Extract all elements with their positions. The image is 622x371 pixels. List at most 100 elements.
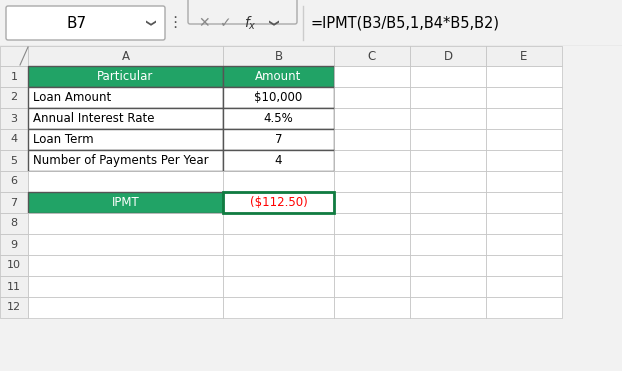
Bar [334,150,410,171]
Bar [334,255,410,276]
Bar [486,129,562,150]
Bar [486,46,562,66]
Text: D: D [443,49,453,62]
Bar [28,213,223,234]
Text: 11: 11 [7,282,21,292]
Bar [410,297,486,318]
Bar [410,213,486,234]
Text: Loan Term: Loan Term [33,133,94,146]
Text: IPMT: IPMT [111,196,139,209]
Text: B7: B7 [67,16,87,30]
Bar [0,297,28,318]
Bar [223,192,334,213]
Bar [0,66,28,87]
Text: Loan Amount: Loan Amount [33,91,111,104]
Text: Particular: Particular [97,70,154,83]
Text: 2: 2 [11,92,17,102]
Bar [334,66,410,87]
Text: 4.5%: 4.5% [264,112,294,125]
Text: 5: 5 [11,155,17,165]
Bar [28,297,223,318]
Bar [486,255,562,276]
Bar [223,150,334,171]
Bar [223,192,334,213]
Bar [28,87,223,108]
Bar [0,255,28,276]
Text: Number of Payments Per Year: Number of Payments Per Year [33,154,208,167]
Bar [223,255,334,276]
Bar [486,66,562,87]
Bar [0,192,28,213]
Bar [223,234,334,255]
Text: ($112.50): ($112.50) [249,196,307,209]
Bar [486,213,562,234]
Text: 6: 6 [11,177,17,187]
Bar [334,129,410,150]
Bar [0,108,28,129]
Bar [0,150,28,171]
Bar [410,46,486,66]
Bar [334,108,410,129]
Text: E: E [521,49,527,62]
Bar [334,192,410,213]
Bar [410,150,486,171]
Bar [28,276,223,297]
Text: Annual Interest Rate: Annual Interest Rate [33,112,154,125]
Bar [410,276,486,297]
Text: 7: 7 [11,197,17,207]
Bar [334,234,410,255]
Text: 1: 1 [11,72,17,82]
Bar [223,276,334,297]
Text: 10: 10 [7,260,21,270]
Bar [28,192,223,213]
Bar [28,46,223,66]
Bar [334,46,410,66]
Bar [223,129,334,150]
Text: ⋮: ⋮ [167,16,183,30]
Bar [28,171,223,192]
Bar [410,108,486,129]
Bar [0,171,28,192]
Text: $f_x$: $f_x$ [244,14,256,32]
FancyBboxPatch shape [6,6,165,40]
Bar [223,108,334,129]
Bar [334,297,410,318]
Bar [223,171,334,192]
Bar [486,171,562,192]
Bar [486,234,562,255]
Bar [486,150,562,171]
FancyBboxPatch shape [188,0,297,24]
Bar [486,276,562,297]
Bar [334,276,410,297]
Text: 4: 4 [11,135,17,144]
Bar [223,297,334,318]
Bar [334,87,410,108]
Bar [334,213,410,234]
Text: B: B [274,49,282,62]
Text: 9: 9 [11,240,17,250]
Bar [28,150,223,171]
Bar [28,108,223,129]
Text: 3: 3 [11,114,17,124]
Bar [223,66,334,87]
Text: ✕: ✕ [198,16,210,30]
Bar [0,213,28,234]
Text: $10,000: $10,000 [254,91,303,104]
Bar [486,297,562,318]
Bar [410,255,486,276]
Text: A: A [121,49,129,62]
Bar [223,46,334,66]
Text: 4: 4 [275,154,282,167]
Bar [28,66,223,87]
Bar [0,129,28,150]
Bar [410,87,486,108]
Bar [28,234,223,255]
Bar [0,276,28,297]
Bar [410,171,486,192]
Bar [486,87,562,108]
Text: 8: 8 [11,219,17,229]
Bar [0,234,28,255]
Bar [223,87,334,108]
Bar [410,129,486,150]
Bar [410,66,486,87]
